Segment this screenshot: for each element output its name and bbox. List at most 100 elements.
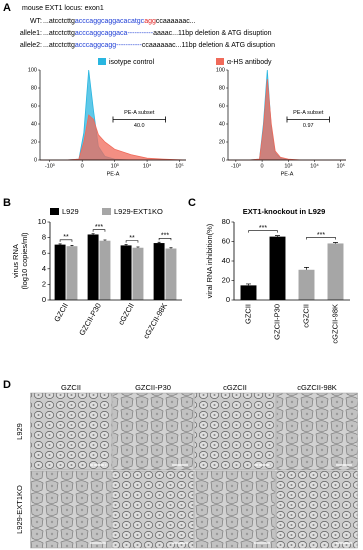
y-tick-label: 60 bbox=[31, 103, 37, 109]
y-tick-label: 0 bbox=[42, 295, 46, 304]
column-label: GZCII bbox=[61, 383, 81, 392]
error-bar bbox=[136, 246, 140, 248]
sequence-part: agg bbox=[144, 18, 156, 25]
sequence-part: aaaac...11bp deletion & ATG disuption bbox=[153, 30, 272, 37]
gate bbox=[112, 116, 166, 123]
gate-value: 0.97 bbox=[303, 123, 314, 129]
x-tick-label: 10³ bbox=[111, 163, 119, 169]
micrograph bbox=[194, 470, 276, 549]
legend-swatch bbox=[50, 208, 59, 215]
x-tick-label: -10³ bbox=[231, 163, 241, 169]
sequence-part: ccaaaaaac...11bp deletion & ATG disuptio… bbox=[142, 42, 275, 49]
sequence-part: ...atcctcttg bbox=[43, 18, 75, 25]
legend-label: L929-EXT1KO bbox=[114, 207, 163, 216]
y-tick-label: 60 bbox=[222, 236, 230, 245]
y-axis-label: viral RNA inhibition(%) bbox=[205, 223, 214, 298]
axes bbox=[227, 70, 346, 161]
y-tick-label: 20 bbox=[222, 275, 230, 284]
y-tick-label: 0 bbox=[34, 157, 37, 163]
panel-letter: B bbox=[3, 197, 11, 209]
sequence: ...atcctcttgacccaggcaggaca-----------aaa… bbox=[43, 30, 272, 37]
y-tick-label: 6 bbox=[42, 248, 46, 257]
allele-label: allele1: bbox=[20, 30, 42, 37]
x-tick-label: cGZCII-98K bbox=[141, 301, 169, 340]
micrograph bbox=[276, 470, 358, 549]
micrograph bbox=[112, 470, 194, 549]
error-bar bbox=[169, 247, 173, 249]
significance-label: ** bbox=[129, 235, 135, 242]
y-tick-label: 2 bbox=[42, 279, 46, 288]
panel-letter: C bbox=[188, 197, 196, 209]
legend-label: α-HS antibody bbox=[227, 59, 272, 66]
x-tick-label: GZCII-P30 bbox=[77, 301, 103, 337]
bar bbox=[165, 248, 177, 300]
x-tick-label: GZCII bbox=[243, 304, 252, 324]
sequence: ...atcctcttgacccaggcaggacacatgcaggccaaaa… bbox=[43, 18, 196, 25]
error-bar bbox=[103, 239, 107, 241]
y-tick-label: 40 bbox=[219, 121, 225, 127]
bar bbox=[153, 243, 165, 300]
y-tick-label: 0 bbox=[226, 295, 230, 304]
legend-swatch bbox=[216, 58, 224, 65]
y-axis-label: (log10 copies/ml) bbox=[20, 232, 29, 290]
panel-letter: A bbox=[3, 2, 11, 14]
significance-bracket bbox=[125, 240, 139, 243]
x-tick-label: GZCII bbox=[52, 301, 70, 323]
y-tick-label: 20 bbox=[219, 139, 225, 145]
error-bar bbox=[124, 244, 128, 246]
column-label: cGZCII bbox=[223, 383, 247, 392]
sequence-part: ...atcctcttg bbox=[43, 30, 75, 37]
sequence-part: acccaggcagg bbox=[75, 42, 116, 49]
row-label: L929 bbox=[15, 423, 24, 440]
y-tick-label: 0 bbox=[222, 157, 225, 163]
error-bar bbox=[246, 283, 251, 286]
row-label: L929-EXT1KO bbox=[15, 485, 24, 534]
sequence-part: ----------- bbox=[127, 30, 153, 37]
bar bbox=[298, 269, 315, 300]
error-bar bbox=[304, 266, 309, 270]
y-tick-label: 10 bbox=[38, 217, 46, 226]
bar bbox=[54, 244, 66, 300]
gate-name: PE-A subset bbox=[293, 110, 324, 116]
x-axis-label: PE-A bbox=[281, 171, 294, 177]
sequence-part: ...atcctcttg bbox=[43, 42, 75, 49]
allele-label: WT: bbox=[30, 18, 42, 25]
gate-value: 40.0 bbox=[134, 123, 145, 129]
x-tick-label: 10⁵ bbox=[337, 162, 345, 169]
significance-label: *** bbox=[259, 225, 267, 232]
y-tick-label: 60 bbox=[219, 103, 225, 109]
significance-bracket bbox=[306, 237, 336, 240]
error-bar bbox=[275, 235, 280, 237]
error-bar bbox=[333, 242, 338, 244]
legend-swatch bbox=[102, 208, 111, 215]
error-bar bbox=[70, 245, 74, 247]
chart-title: EXT1-knockout in L929 bbox=[243, 207, 326, 216]
x-tick-label: -10³ bbox=[45, 163, 55, 169]
legend-label: L929 bbox=[62, 207, 79, 216]
significance-label: *** bbox=[317, 232, 325, 239]
y-tick-label: 80 bbox=[222, 217, 230, 226]
significance-label: ** bbox=[63, 234, 69, 241]
sequence-part: ----------- bbox=[116, 42, 142, 49]
micrograph bbox=[112, 392, 194, 471]
histogram-area bbox=[40, 69, 186, 161]
micrograph bbox=[194, 392, 276, 471]
column-label: GZCII-P30 bbox=[135, 383, 171, 392]
micrograph bbox=[30, 470, 112, 549]
gate-name: PE-A subset bbox=[124, 110, 155, 116]
y-tick-label: 80 bbox=[31, 85, 37, 91]
y-tick-label: 20 bbox=[31, 139, 37, 145]
gate bbox=[286, 116, 330, 123]
sequence: ...atcctcttgacccaggcagg-----------ccaaaa… bbox=[43, 42, 275, 49]
significance-bracket bbox=[92, 229, 106, 232]
bar bbox=[99, 240, 111, 300]
x-axis-label: PE-A bbox=[107, 171, 120, 177]
histogram-area bbox=[228, 69, 346, 161]
significance-label: *** bbox=[95, 224, 103, 231]
x-tick-label: 10³ bbox=[284, 163, 292, 169]
significance-bracket bbox=[158, 237, 172, 241]
y-tick-label: 4 bbox=[42, 264, 46, 273]
x-tick-label: 0 bbox=[81, 163, 84, 169]
